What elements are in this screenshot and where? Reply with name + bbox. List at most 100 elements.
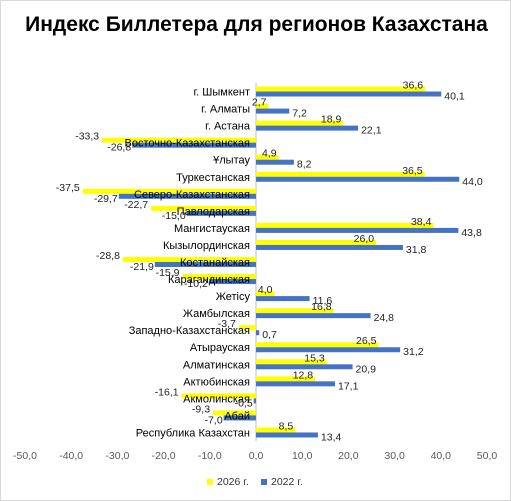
x-tick-label: 50,0 [477, 450, 498, 462]
x-tick-label: -20,0 [152, 450, 176, 462]
data-label: 4,9 [262, 148, 277, 160]
data-label: 36,5 [402, 165, 423, 177]
bar-series-2022 [256, 244, 403, 250]
data-label: -7,0 [205, 414, 223, 426]
data-label: -37,5 [56, 182, 80, 194]
data-label: 7,2 [292, 108, 307, 120]
category-label: Атырауская [190, 342, 250, 354]
category-label: Павлодарская [177, 206, 250, 218]
category-label: Северо-Казахстанская [134, 189, 250, 201]
data-label: 31,2 [403, 346, 424, 358]
data-label: -15,9 [156, 267, 180, 279]
chart-title: Индекс Биллетера для регионов Казахстана [25, 13, 488, 36]
bar-series-2022 [256, 125, 359, 131]
data-label: 0,7 [262, 329, 277, 341]
bar-series-2026 [102, 137, 257, 143]
bar-series-2022 [256, 108, 290, 114]
category-label: Туркестанская [176, 172, 250, 184]
data-label: -33,3 [75, 131, 99, 143]
bar-series-2022 [208, 279, 256, 285]
data-label: -26,8 [107, 142, 131, 154]
bar-series-2026 [181, 393, 256, 399]
category-label: Жамбылская [183, 308, 250, 320]
category-label: Ұлытау [213, 155, 250, 167]
data-label: 20,9 [356, 363, 377, 375]
bar-series-2026 [256, 171, 425, 177]
bar-series-2026 [256, 342, 379, 348]
data-label: -9,3 [192, 403, 210, 415]
data-label: 15,3 [304, 352, 325, 364]
category-label: Абай [224, 410, 250, 422]
bar-series-2026 [256, 103, 269, 109]
data-label: 13,4 [321, 431, 342, 443]
bar-series-2026 [256, 359, 327, 365]
data-label: -15,0 [162, 210, 186, 222]
data-label: 12,8 [293, 369, 314, 381]
data-label: 44,0 [462, 176, 483, 188]
category-label: Мангистауская [174, 223, 250, 235]
category-label: Западно-Казахстанская [129, 325, 250, 337]
category-label: Карагандинская [168, 274, 250, 286]
bar-series-2022 [256, 330, 260, 336]
bar-series-2022 [256, 313, 371, 319]
data-label: -0,5 [235, 397, 253, 409]
x-tick-label: 0,0 [249, 450, 264, 462]
x-tick-label: 40,0 [431, 450, 452, 462]
data-label: 26,5 [356, 335, 377, 347]
category-label: Актюбинская [183, 376, 250, 388]
bar-series-2022 [256, 91, 442, 97]
x-tick-label: 10,0 [292, 450, 313, 462]
bar-series-2026 [256, 376, 316, 382]
data-label: -3,7 [218, 318, 236, 330]
bar-series-2026 [151, 205, 256, 211]
data-label: 24,8 [374, 312, 395, 324]
category-label: Восточно-Казахстанская [124, 138, 250, 150]
data-label: 40,1 [444, 91, 465, 103]
x-tick-label: -40,0 [59, 450, 83, 462]
bar-series-2022 [256, 432, 318, 438]
legend-swatch-2026 [207, 479, 213, 485]
bar-series-2026 [256, 120, 344, 126]
category-label: Костанайская [180, 257, 250, 269]
legend-label: 2022 г. [271, 476, 303, 488]
x-tick-label: -10,0 [198, 450, 222, 462]
bar-series-2026 [213, 410, 256, 416]
bar-series-2026 [82, 188, 256, 194]
bar-series-2026 [256, 427, 296, 433]
bar-series-2022 [256, 159, 294, 165]
category-label: г. Шымкент [194, 87, 251, 99]
bar-series-2022 [256, 381, 336, 387]
bar-series-2026 [182, 274, 256, 280]
data-label: 18,9 [321, 114, 342, 126]
data-label: 2,7 [252, 97, 267, 109]
data-label: 43,8 [461, 227, 482, 239]
bar-series-2026 [256, 291, 275, 297]
legend-label: 2026 г. [217, 476, 249, 488]
data-label: 16,8 [311, 301, 332, 313]
bar-series-2022 [256, 176, 460, 182]
data-label: -22,7 [124, 199, 148, 211]
category-label: Республика Казахстан [136, 427, 250, 439]
category-label: Акмолинская [183, 393, 250, 405]
bar-series-2026 [256, 222, 434, 228]
category-label: Жетісу [216, 291, 251, 303]
bar-series-2026 [256, 86, 426, 92]
bar-series-2022 [256, 227, 459, 233]
data-label: 31,8 [406, 244, 427, 256]
bar-series-2022 [118, 193, 256, 199]
bar-series-2022 [223, 415, 256, 421]
data-label: 38,4 [411, 216, 432, 228]
bar-series-2022 [132, 142, 256, 148]
data-label: 17,1 [338, 380, 359, 392]
x-tick-label: 30,0 [384, 450, 405, 462]
category-label: Кызылординская [163, 240, 250, 252]
bar-series-2026 [256, 239, 377, 245]
bar-series-2022 [186, 210, 256, 216]
data-label: -10,2 [184, 278, 208, 290]
bar-series-2022 [253, 398, 256, 404]
bar-series-2026 [256, 308, 334, 314]
data-label: 26,0 [354, 233, 375, 245]
data-label: 22,1 [361, 125, 382, 137]
